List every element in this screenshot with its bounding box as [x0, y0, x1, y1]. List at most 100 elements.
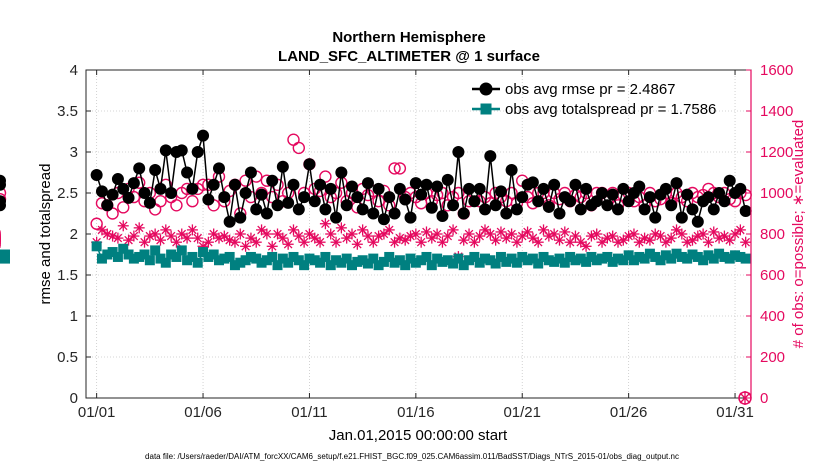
- rmse-point: [255, 188, 268, 201]
- obs-evaluated-point: [170, 236, 182, 248]
- rmse-point: [266, 174, 279, 187]
- obs-evaluated-point: [548, 228, 560, 240]
- rmse-point: [553, 207, 566, 220]
- obs-evaluated-point: [532, 236, 544, 248]
- rmse-point: [207, 178, 220, 191]
- spread-point: [102, 249, 113, 260]
- rmse-point: [234, 211, 247, 224]
- rmse-point: [548, 178, 561, 191]
- spread-point: [251, 253, 262, 264]
- rmse-point: [303, 158, 316, 171]
- spread-point: [421, 251, 432, 262]
- spread-point: [378, 256, 389, 267]
- rmse-point: [186, 182, 199, 195]
- spread-point: [134, 251, 145, 262]
- obs-possible-point: [452, 186, 465, 200]
- spread-point: [623, 250, 634, 261]
- spread-point: [559, 257, 570, 268]
- rmse-point: [393, 182, 406, 195]
- spread-point: [187, 251, 198, 262]
- rmse-point: [606, 188, 619, 201]
- y-right-tick-label: 800: [760, 226, 785, 243]
- spread-point: [214, 255, 224, 266]
- rmse-point: [633, 180, 646, 193]
- spread-point: [687, 249, 698, 260]
- spread-point: [0, 251, 10, 262]
- obs-evaluated-point: [415, 236, 427, 248]
- y-right-tick-label: 600: [760, 267, 785, 284]
- rmse-point: [271, 199, 284, 212]
- rmse-point: [287, 178, 300, 191]
- rmse-point: [441, 173, 454, 186]
- obs-evaluated-point: [628, 228, 640, 240]
- spread-point: [549, 256, 560, 267]
- obs-evaluated-point: [729, 228, 741, 240]
- obs-evaluated-point: [506, 228, 518, 240]
- spread-point: [128, 253, 139, 264]
- spread-point: [426, 260, 437, 271]
- spread-point: [277, 253, 288, 264]
- spread-point: [453, 253, 464, 264]
- obs-evaluated-point: [128, 230, 140, 242]
- rmse-point: [367, 207, 380, 220]
- rmse-point: [452, 146, 465, 158]
- obs-evaluated-point: [596, 236, 608, 248]
- spread-point: [352, 256, 363, 267]
- spread-point: [469, 251, 480, 262]
- x-tick-label: 01/01: [78, 404, 116, 421]
- obs-evaluated-point: [240, 240, 252, 252]
- y-right-tick-label: 400: [760, 308, 785, 325]
- obs-possible-point: [292, 141, 305, 155]
- obs-evaluated-point: [117, 220, 129, 232]
- spread-point: [245, 251, 256, 262]
- spread-point: [565, 251, 576, 262]
- rmse-point: [638, 203, 651, 216]
- rmse-point: [409, 177, 422, 190]
- y-tick-label: 0.5: [57, 349, 78, 366]
- spread-point: [240, 255, 251, 266]
- rmse-point: [181, 166, 194, 179]
- spread-point: [533, 258, 544, 269]
- rmse-point: [436, 209, 449, 222]
- obs-evaluated-point: [607, 230, 619, 242]
- rmse-point: [149, 164, 162, 177]
- spread-point: [203, 251, 214, 262]
- spread-point: [474, 257, 485, 268]
- spread-point: [527, 253, 538, 264]
- obs-evaluated-point: [341, 232, 353, 244]
- obs-possible-point: [287, 133, 300, 146]
- rmse-point: [665, 199, 678, 212]
- obs-evaluated-point: [490, 234, 502, 246]
- y-right-tick-label: 1000: [760, 185, 793, 202]
- spread-point: [714, 248, 725, 259]
- rmse-point: [649, 211, 662, 224]
- obs-evaluated-point: [160, 224, 172, 236]
- spread-point: [394, 255, 405, 266]
- rmse-point: [106, 188, 119, 201]
- spread-point: [299, 260, 310, 271]
- rmse-point: [117, 182, 130, 195]
- rmse-point: [330, 211, 343, 224]
- spread-point: [432, 253, 443, 264]
- rmse-point: [335, 166, 348, 179]
- spread-point: [607, 256, 618, 267]
- rmse-point: [484, 150, 497, 163]
- obs-evaluated-point: [527, 232, 539, 244]
- x-tick-label: 01/06: [184, 404, 222, 421]
- rmse-point: [228, 178, 241, 191]
- obs-possible-point: [388, 162, 401, 175]
- obs-evaluated-point: [463, 228, 475, 240]
- rmse-point: [127, 177, 140, 190]
- rmse-point: [202, 193, 215, 206]
- y-tick-label: 0: [70, 390, 78, 407]
- rmse-point: [526, 176, 539, 189]
- y-axis-label: rmse and totalspread: [37, 164, 54, 305]
- obs-evaluated-point: [314, 236, 326, 248]
- rmse-point: [739, 205, 752, 218]
- rmse-point: [463, 182, 476, 195]
- spread-point: [139, 249, 150, 260]
- spread-point: [581, 256, 592, 267]
- spread-point: [708, 253, 719, 264]
- rmse-point: [361, 177, 374, 190]
- x-tick-label: 01/26: [610, 404, 648, 421]
